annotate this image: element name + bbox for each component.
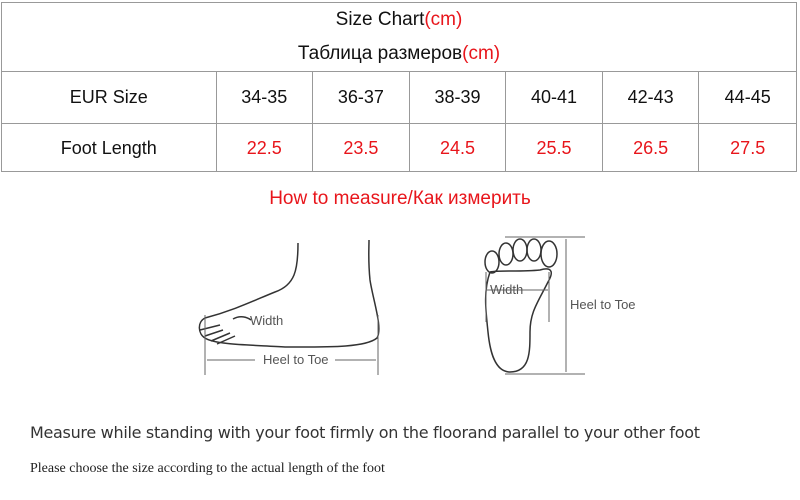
table-cell: 23.5 bbox=[313, 124, 410, 172]
table-cell: 27.5 bbox=[730, 137, 766, 158]
sole-heel-to-toe-label: Heel to Toe bbox=[570, 297, 636, 312]
title-unit: (cm) bbox=[424, 9, 463, 30]
size-chart-table: Size Chart(cm) Таблица размеров(cm) EUR … bbox=[1, 2, 797, 172]
foot-side-diagram: Width Heel to Toe bbox=[198, 239, 380, 375]
side-width-label: Width bbox=[250, 313, 283, 328]
size-instruction: Please choose the size according to the … bbox=[30, 461, 385, 476]
table-cell: 40-41 bbox=[506, 71, 603, 123]
how-to-measure-heading: How to measure/Как измерить bbox=[269, 188, 531, 209]
table-cell: 36-37 bbox=[313, 71, 410, 123]
side-heel-to-toe-label: Heel to Toe bbox=[263, 352, 329, 367]
row-label: Foot Length bbox=[2, 124, 217, 172]
sole-width-label: Width bbox=[490, 282, 523, 297]
table-cell: 34-35 bbox=[217, 71, 314, 123]
table-title-row: Size Chart(cm) Таблица размеров(cm) bbox=[2, 3, 796, 72]
table-cell: 44-45 bbox=[724, 86, 771, 107]
table-cell: 26.5 bbox=[603, 124, 700, 172]
title-text: Size Chart bbox=[335, 9, 425, 30]
table-row-eur-size: EUR Size 34-35 36-37 38-39 40-41 42-43 4… bbox=[2, 71, 796, 124]
table-cell: 42-43 bbox=[603, 71, 700, 123]
subtitle-unit: (cm) bbox=[462, 43, 501, 64]
table-cell: 25.5 bbox=[506, 124, 603, 172]
row-label: EUR Size bbox=[2, 71, 217, 123]
table-cell: 24.5 bbox=[410, 124, 507, 172]
table-subtitle: Таблица размеров(cm) bbox=[2, 43, 796, 65]
table-title: Size Chart(cm) bbox=[2, 9, 796, 31]
table-row-foot-length: Foot Length 22.5 23.5 24.5 25.5 26.5 27.… bbox=[2, 124, 796, 172]
subtitle-text: Таблица размеров bbox=[297, 43, 463, 64]
table-cell: 38-39 bbox=[410, 71, 507, 123]
table-cell: 22.5 bbox=[217, 124, 314, 172]
measure-instruction: Measure while standing with your foot fi… bbox=[30, 423, 700, 442]
foot-sole-diagram: Width Heel to Toe bbox=[484, 236, 636, 375]
